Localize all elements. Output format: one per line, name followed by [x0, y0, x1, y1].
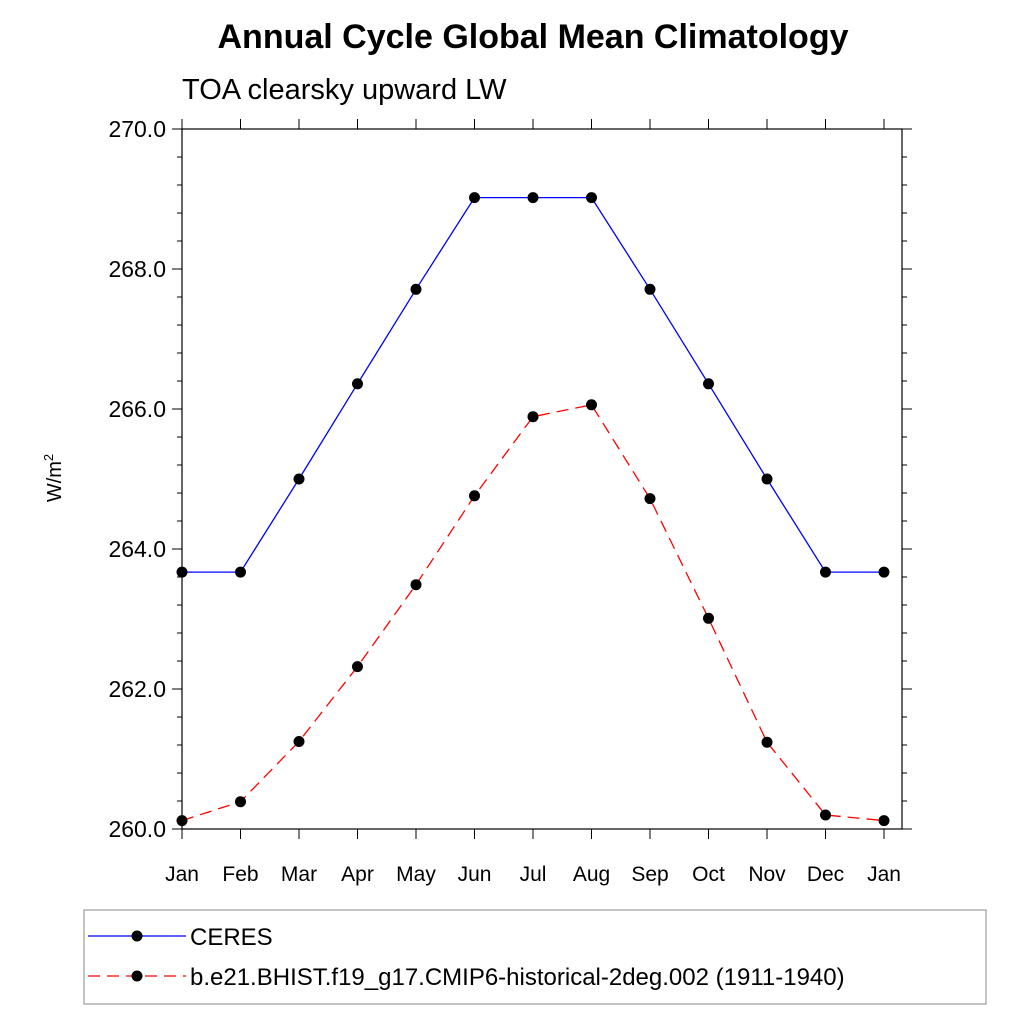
- series-layer: [176, 192, 890, 827]
- data-point-1: [176, 815, 188, 827]
- data-point-1: [235, 796, 246, 808]
- x-tick-label: Jan: [867, 863, 901, 886]
- x-tick-label: Jul: [520, 863, 547, 886]
- data-point-1: [469, 490, 480, 502]
- data-point-0: [235, 566, 246, 578]
- data-point-0: [703, 378, 714, 390]
- x-tick-label: Apr: [341, 863, 374, 886]
- y-tick-label: 270.0: [108, 116, 166, 142]
- data-point-0: [293, 473, 305, 485]
- data-point-1: [878, 815, 890, 827]
- data-point-0: [352, 378, 363, 390]
- data-point-1: [410, 579, 422, 591]
- x-tick-label: Oct: [692, 863, 725, 886]
- y-tick-label: 268.0: [108, 256, 166, 282]
- axis-ticks: [172, 119, 912, 839]
- x-tick-label: Aug: [573, 863, 610, 886]
- y-axis-label-text: W/m: [44, 461, 66, 502]
- x-tick-label: May: [396, 863, 436, 886]
- x-tick-label: Dec: [807, 863, 844, 886]
- chart-title: Annual Cycle Global Mean Climatology: [218, 18, 849, 56]
- data-point-1: [527, 411, 539, 423]
- data-point-0: [176, 566, 188, 578]
- x-tick-label: Jan: [165, 863, 199, 886]
- y-axis-label-superscript: 2: [41, 454, 56, 461]
- legend: CERES b.e21.BHIST.f19_g17.CMIP6-historic…: [83, 909, 987, 1005]
- y-axis-label: W/m2: [41, 454, 66, 502]
- series-line-1: [181, 404, 885, 822]
- data-point-1: [820, 809, 831, 821]
- data-point-1: [761, 736, 773, 748]
- chart-subtitle: TOA clearsky upward LW: [182, 74, 507, 106]
- y-tick-label: 266.0: [108, 396, 166, 422]
- x-tick-labels: Jan Feb Mar Apr May Jun Jul Aug Sep Oct Nov Dec Jan: [165, 863, 901, 886]
- data-point-0: [527, 192, 539, 204]
- y-tick-label: 262.0: [108, 676, 166, 702]
- data-point-0: [761, 473, 773, 485]
- data-point-1: [703, 612, 714, 624]
- x-tick-label: Nov: [748, 863, 786, 886]
- data-point-0: [469, 192, 480, 204]
- data-point-0: [586, 192, 597, 204]
- data-point-1: [644, 493, 656, 505]
- data-point-0: [410, 283, 422, 295]
- x-tick-label: Sep: [631, 863, 668, 886]
- series-line-0: [182, 196, 884, 573]
- data-point-0: [644, 283, 656, 295]
- legend-marker-model: [131, 970, 143, 982]
- x-tick-label: Mar: [281, 863, 317, 886]
- data-point-1: [352, 661, 363, 673]
- x-tick-label: Feb: [222, 863, 258, 886]
- y-tick-label: 260.0: [108, 816, 166, 842]
- x-tick-label: Jun: [458, 863, 492, 886]
- legend-label-ceres: CERES: [190, 924, 273, 951]
- svg-text:W/m2: W/m2: [41, 454, 66, 502]
- legend-label-model: b.e21.BHIST.f19_g17.CMIP6-historical-2de…: [190, 964, 845, 991]
- legend-marker-ceres: [131, 930, 143, 942]
- data-point-0: [878, 566, 890, 578]
- data-point-1: [586, 399, 597, 411]
- data-point-1: [293, 736, 305, 747]
- legend-box: [83, 909, 987, 1005]
- y-tick-labels: 260.0 262.0 264.0 266.0 268.0 270.0: [108, 116, 166, 842]
- y-tick-label: 264.0: [108, 536, 166, 562]
- plot-frame: [181, 128, 903, 830]
- data-point-0: [820, 566, 831, 578]
